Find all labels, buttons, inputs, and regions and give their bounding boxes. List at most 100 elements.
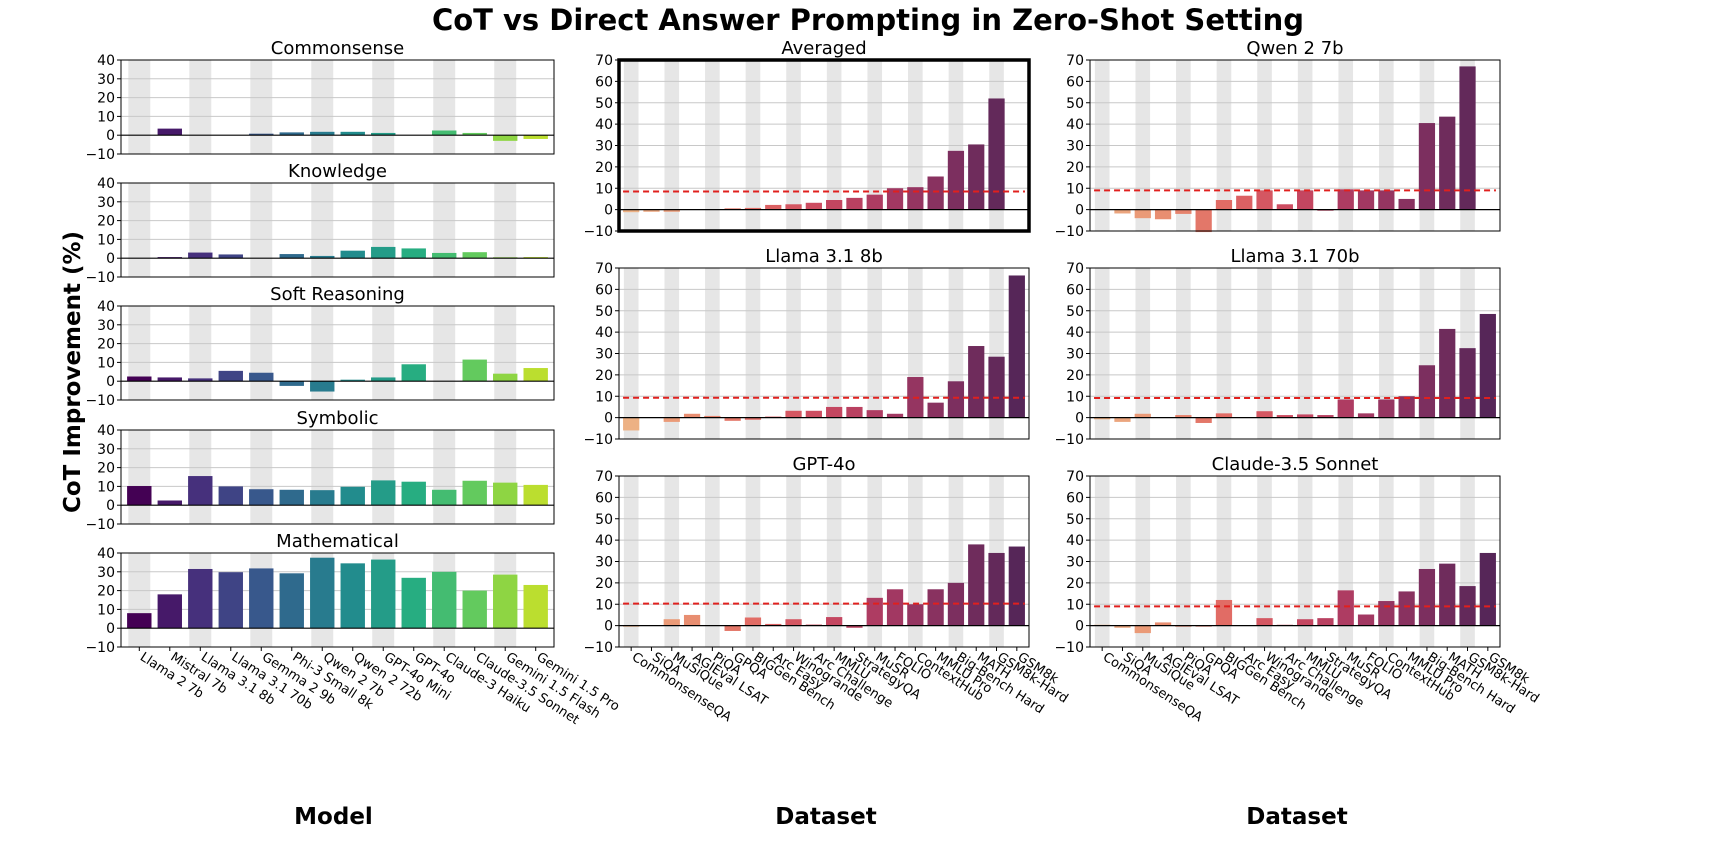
bar-mathematical-6: [310, 557, 335, 629]
y-axis-label: CoT Improvement (%): [60, 231, 86, 513]
bar-soft_reasoning-2: [188, 378, 213, 382]
y-tick-label: 20: [1066, 576, 1084, 592]
y-tick-label: 10: [1066, 389, 1084, 405]
bar-averaged-9: [805, 202, 822, 210]
y-tick-label: 10: [595, 597, 613, 613]
category-band: [128, 183, 151, 277]
bar-llama31_8b-3: [683, 413, 701, 418]
bar-gpt4o-12: [866, 597, 883, 626]
y-tick-label: 30: [595, 555, 613, 571]
category-band: [128, 60, 151, 154]
bar-claude35_sonnet-8: [1256, 618, 1273, 626]
bar-llama31_8b-5: [724, 417, 741, 421]
bar-symbolic-1: [157, 500, 182, 506]
bar-mathematical-12: [493, 574, 518, 629]
bar-averaged-6: [744, 207, 762, 210]
bar-claude35_sonnet-6: [1215, 599, 1233, 626]
y-tick-label: 10: [97, 355, 115, 371]
bar-llama31_70b-14: [1378, 399, 1395, 418]
y-tick-label: −10: [583, 224, 613, 240]
panel-frame: [618, 267, 1030, 440]
category-band: [433, 60, 456, 154]
y-tick-label: 10: [97, 479, 115, 495]
y-tick-label: 20: [97, 337, 115, 353]
bar-qwen2_7b-3: [1154, 209, 1172, 220]
category-band: [189, 306, 212, 400]
panel-title: Mathematical: [276, 531, 399, 552]
y-tick-label: 70: [595, 53, 613, 69]
bar-qwen2_7b-8: [1256, 190, 1273, 210]
bar-knowledge-6: [310, 255, 335, 259]
bar-qwen2_7b-6: [1215, 200, 1233, 210]
bar-commonsense-1: [157, 128, 182, 136]
panel-title: Averaged: [781, 38, 866, 59]
bar-averaged-16: [947, 150, 965, 210]
bar-averaged-2: [663, 209, 680, 212]
bar-llama31_8b-4: [704, 415, 721, 418]
y-tick-label: 30: [97, 72, 115, 88]
bar-claude35_sonnet-1: [1114, 625, 1131, 628]
y-tick-label: 0: [106, 251, 115, 267]
bar-qwen2_7b-12: [1337, 189, 1354, 210]
bar-knowledge-9: [401, 248, 426, 259]
y-tick-label: 30: [595, 139, 613, 155]
panel-commonsense: −10 0 10 20 30 40 Commonsense: [85, 38, 555, 163]
panel-title: GPT-4o: [792, 454, 855, 475]
bar-commonsense-7: [340, 131, 365, 136]
y-tick-label: 30: [1066, 347, 1084, 363]
y-tick-label: 30: [595, 347, 613, 363]
category-band: [128, 553, 151, 647]
category-band: [372, 306, 395, 400]
bar-mathematical-11: [462, 590, 487, 629]
bar-mathematical-8: [371, 559, 396, 629]
bar-mathematical-0: [127, 613, 152, 629]
y-tick-label: 10: [595, 181, 613, 197]
y-tick-label: −10: [583, 640, 613, 656]
bar-symbolic-0: [127, 486, 152, 506]
bar-symbolic-10: [432, 489, 457, 506]
bar-averaged-13: [886, 188, 904, 210]
bar-averaged-10: [826, 200, 843, 210]
bar-llama31_8b-11: [846, 406, 863, 418]
y-tick-label: 70: [1066, 469, 1084, 485]
y-tick-label: 40: [595, 117, 613, 133]
bar-qwen2_7b-14: [1378, 190, 1395, 210]
category-band: [433, 430, 456, 524]
bar-llama31_8b-0: [623, 417, 640, 431]
caption-fragment: [0, 832, 1736, 844]
bar-gpt4o-15: [927, 589, 944, 626]
bar-gpt4o-19: [1008, 546, 1025, 626]
y-tick-label: 40: [595, 533, 613, 549]
y-tick-label: 20: [97, 91, 115, 107]
panel-title: Qwen 2 7b: [1246, 38, 1343, 59]
panel-frame: [617, 58, 1031, 233]
bar-averaged-0: [623, 209, 640, 213]
panel-knowledge: −10 0 10 20 30 40 Knowledge: [85, 161, 555, 286]
bar-commonsense-13: [523, 135, 548, 139]
bar-gpt4o-6: [744, 617, 762, 626]
bar-symbolic-13: [523, 484, 548, 506]
y-tick-label: 70: [595, 469, 613, 485]
panel-frame: [120, 305, 555, 401]
y-tick-label: 20: [97, 461, 115, 477]
category-band: [250, 306, 273, 400]
bar-symbolic-6: [310, 490, 335, 506]
y-tick-label: 0: [604, 411, 613, 427]
bar-averaged-1: [643, 209, 660, 212]
category-band: [250, 430, 273, 524]
y-tick-label: −10: [85, 270, 115, 286]
bar-llama31_8b-13: [886, 413, 904, 418]
y-tick-label: 20: [1066, 160, 1084, 176]
y-tick-label: 40: [97, 299, 115, 315]
bar-soft_reasoning-1: [157, 377, 182, 382]
y-tick-label: 0: [604, 203, 613, 219]
bar-mathematical-9: [401, 577, 426, 629]
panel-title: Commonsense: [271, 38, 404, 59]
bar-soft_reasoning-0: [127, 376, 152, 382]
bar-qwen2_7b-1: [1114, 209, 1131, 214]
panel-title: Llama 3.1 8b: [765, 246, 883, 267]
bar-mathematical-10: [432, 571, 457, 629]
bar-symbolic-12: [493, 482, 518, 506]
